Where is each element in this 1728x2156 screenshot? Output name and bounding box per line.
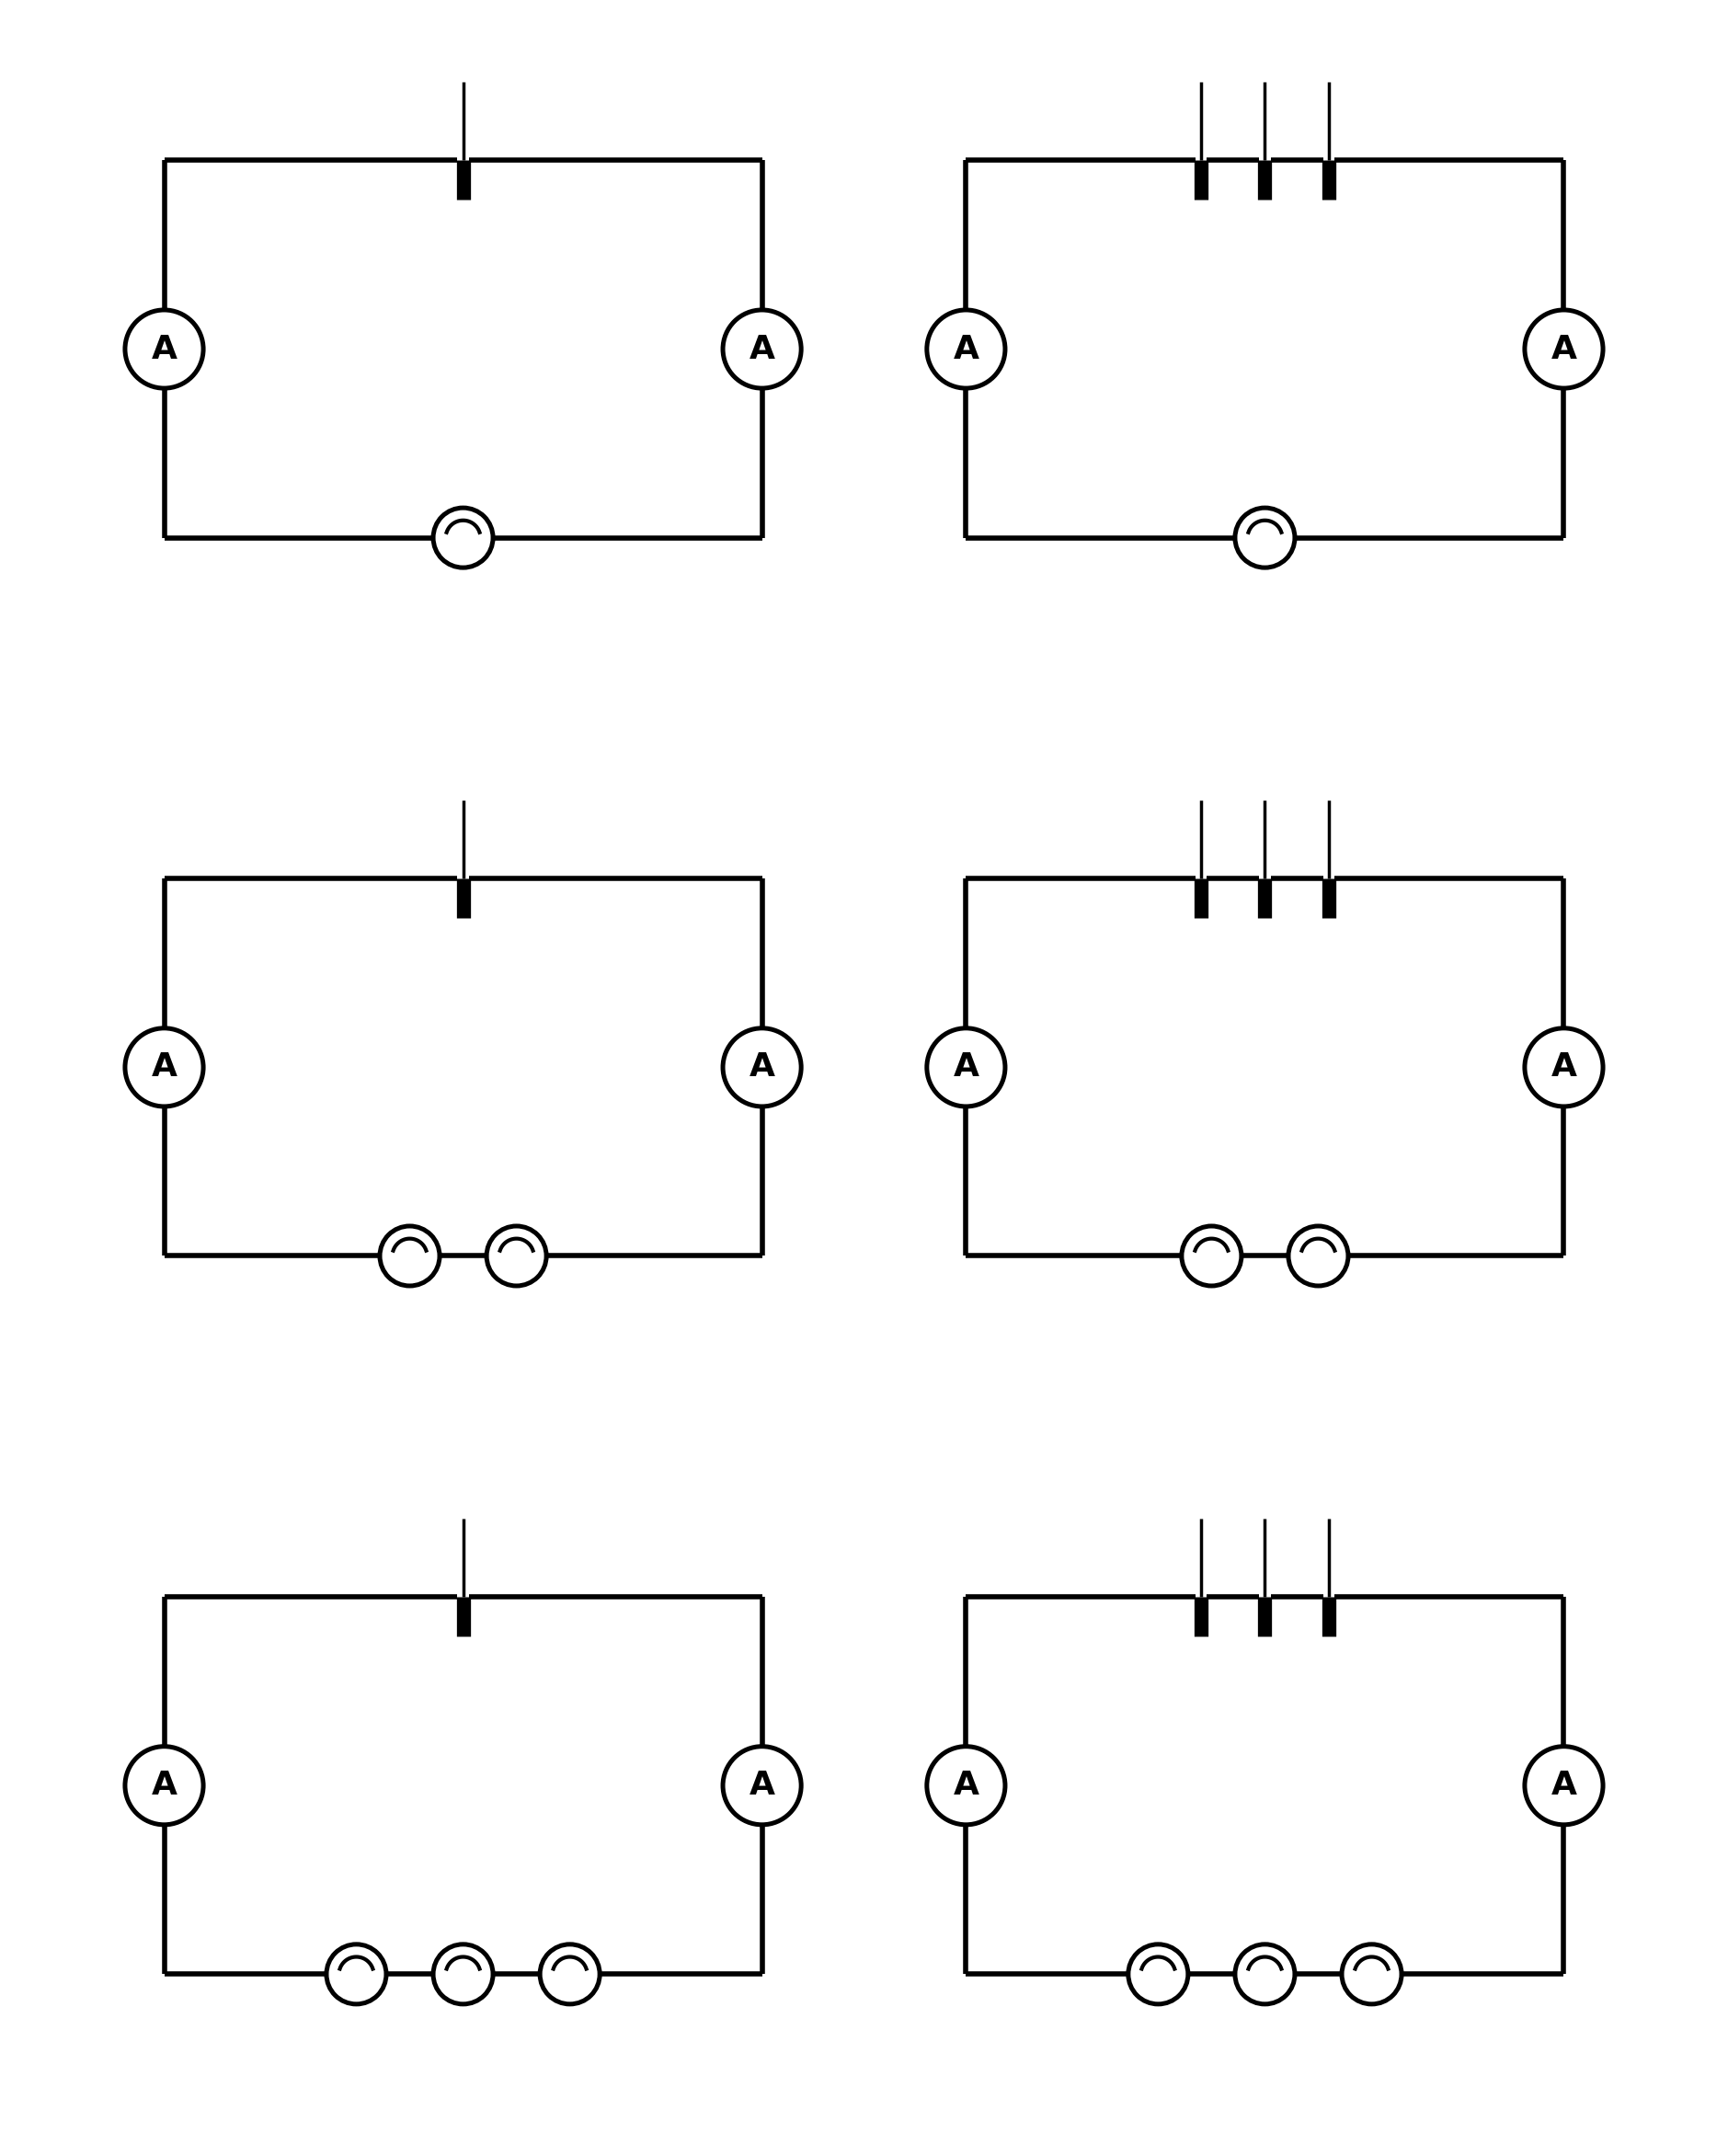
Circle shape bbox=[722, 310, 802, 388]
Circle shape bbox=[722, 1028, 802, 1106]
Circle shape bbox=[722, 1746, 802, 1824]
Circle shape bbox=[926, 310, 1006, 388]
Circle shape bbox=[327, 1945, 387, 2005]
Text: A: A bbox=[750, 1770, 774, 1800]
Circle shape bbox=[1524, 1028, 1604, 1106]
Text: A: A bbox=[1552, 1770, 1576, 1800]
Circle shape bbox=[1341, 1945, 1401, 2005]
Circle shape bbox=[124, 310, 204, 388]
Circle shape bbox=[539, 1945, 600, 2005]
Circle shape bbox=[434, 509, 492, 567]
Circle shape bbox=[1524, 310, 1604, 388]
Circle shape bbox=[434, 1945, 492, 2005]
Circle shape bbox=[487, 1227, 546, 1285]
Text: A: A bbox=[954, 1770, 978, 1800]
Text: A: A bbox=[750, 334, 774, 364]
Text: A: A bbox=[1552, 1052, 1576, 1082]
Text: A: A bbox=[750, 1052, 774, 1082]
Circle shape bbox=[1236, 509, 1294, 567]
Text: A: A bbox=[954, 1052, 978, 1082]
Text: A: A bbox=[1552, 334, 1576, 364]
Circle shape bbox=[380, 1227, 439, 1285]
Text: A: A bbox=[152, 1052, 176, 1082]
Text: A: A bbox=[152, 1770, 176, 1800]
Circle shape bbox=[1236, 1945, 1294, 2005]
Circle shape bbox=[926, 1746, 1006, 1824]
Circle shape bbox=[124, 1746, 204, 1824]
Circle shape bbox=[124, 1028, 204, 1106]
Circle shape bbox=[1182, 1227, 1241, 1285]
Circle shape bbox=[926, 1028, 1006, 1106]
Circle shape bbox=[1289, 1227, 1348, 1285]
Text: A: A bbox=[954, 334, 978, 364]
Text: A: A bbox=[152, 334, 176, 364]
Circle shape bbox=[1128, 1945, 1189, 2005]
Circle shape bbox=[1524, 1746, 1604, 1824]
